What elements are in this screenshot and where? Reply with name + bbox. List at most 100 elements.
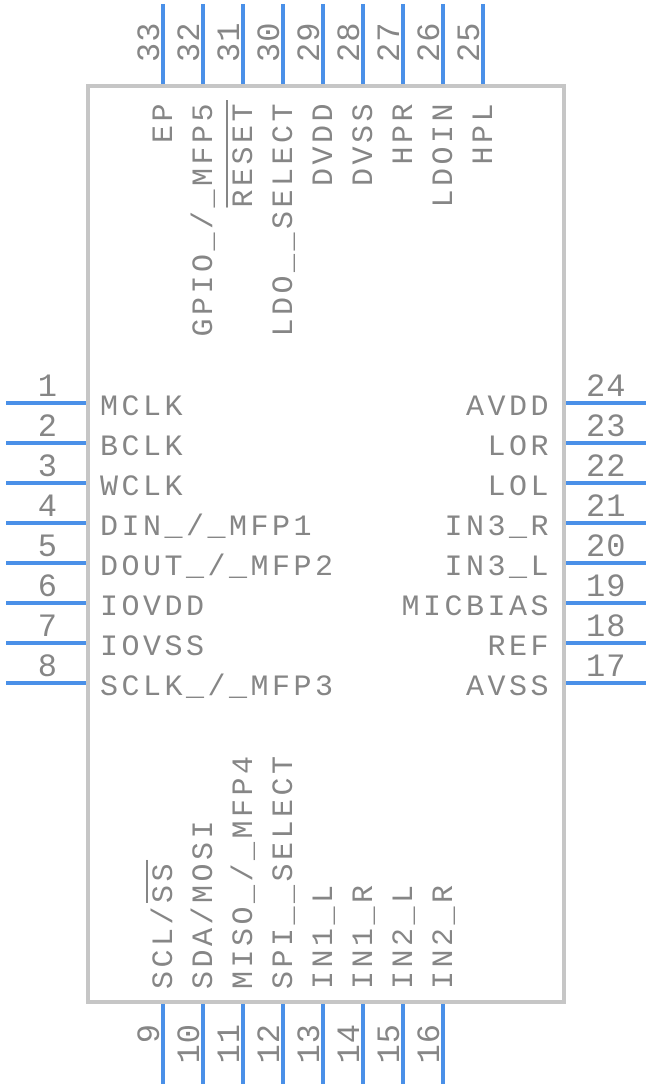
pin-number-20: 20	[586, 529, 627, 566]
pin-label-segment: HPL	[468, 100, 502, 165]
pin-number-33: 33	[132, 21, 169, 62]
pin-line-12	[281, 1004, 285, 1084]
pin-label-1: MCLK	[100, 391, 186, 425]
pin-line-5	[6, 561, 86, 565]
pin-label-14: IN1_R	[348, 881, 382, 989]
pin-number-23: 23	[586, 409, 627, 446]
pin-number-25: 25	[452, 21, 489, 62]
pin-line-2	[6, 441, 86, 445]
pin-line-23	[566, 441, 646, 445]
pin-line-10	[201, 1004, 205, 1084]
pin-number-5: 5	[37, 529, 58, 566]
pin-label-4: DIN_/_MFP1	[100, 511, 315, 545]
pin-label-segment: AVSS	[465, 671, 552, 705]
pin-label-29: DVDD	[308, 100, 342, 186]
pin-line-27	[401, 4, 405, 84]
pin-label-13: IN1_L	[308, 881, 342, 989]
pin-label-17: AVSS	[152, 671, 552, 705]
pin-line-31	[241, 4, 245, 84]
pin-number-7: 7	[37, 609, 58, 646]
pin-label-overline-segment: SS	[148, 859, 182, 903]
pin-label-33: EP	[148, 100, 182, 143]
pin-label-segment: BCLK	[100, 431, 187, 465]
pin-label-segment: LDO__SELECT	[268, 100, 302, 337]
pin-label-7: IOVSS	[100, 631, 208, 665]
pin-number-15: 15	[372, 1023, 409, 1064]
pin-label-20: IN3_L	[152, 551, 552, 585]
pin-label-segment: LDOIN	[428, 100, 462, 208]
pin-label-6: IOVDD	[100, 591, 208, 625]
pin-label-segment: MISO_/_MFP4	[228, 752, 262, 989]
pin-line-26	[441, 4, 445, 84]
pin-number-8: 8	[37, 649, 58, 686]
pin-number-11: 11	[212, 1023, 249, 1064]
pin-label-16: IN2_R	[428, 881, 462, 989]
pin-label-26: LDOIN	[428, 100, 462, 208]
pin-label-segment: IN1_L	[308, 881, 342, 989]
pin-label-segment: REF	[487, 631, 552, 665]
pin-number-18: 18	[586, 609, 627, 646]
pin-label-segment: GPIO_/_MFP5	[188, 100, 222, 337]
pin-label-segment: DVSS	[348, 100, 382, 187]
pin-number-30: 30	[252, 21, 289, 62]
pin-line-15	[401, 1004, 405, 1084]
pin-label-segment: SCLK_/_MFP3	[100, 671, 337, 705]
pin-number-19: 19	[586, 569, 627, 606]
pin-label-segment: DVDD	[308, 100, 342, 187]
pin-line-18	[566, 641, 646, 645]
pin-number-9: 9	[132, 1023, 169, 1044]
pin-label-segment: LOR	[487, 431, 552, 465]
pin-line-8	[6, 681, 86, 685]
pin-number-26: 26	[412, 21, 449, 62]
pin-line-20	[566, 561, 646, 565]
pin-line-28	[361, 4, 365, 84]
pin-label-segment: SPI__SELECT	[268, 752, 302, 989]
pin-number-29: 29	[292, 21, 329, 62]
pin-line-30	[281, 4, 285, 84]
pin-line-32	[201, 4, 205, 84]
pin-line-7	[6, 641, 86, 645]
pin-label-segment: IN2_L	[388, 881, 422, 989]
pin-label-31: RESET	[228, 100, 262, 208]
pin-label-8: SCLK_/_MFP3	[100, 671, 337, 705]
pin-label-segment: IN1_R	[348, 881, 382, 989]
pin-number-31: 31	[212, 21, 249, 62]
pin-label-segment: EP	[148, 100, 182, 144]
pin-label-segment: AVDD	[465, 391, 552, 425]
pin-label-2: BCLK	[100, 431, 186, 465]
pin-number-14: 14	[332, 1023, 369, 1064]
pin-line-13	[321, 1004, 325, 1084]
pin-label-12: SPI__SELECT	[268, 752, 302, 989]
pin-label-18: REF	[152, 631, 552, 665]
pin-number-32: 32	[172, 21, 209, 62]
pin-label-19: MICBIAS	[152, 591, 552, 625]
pin-number-28: 28	[332, 21, 369, 62]
pin-label-segment: DIN_/_MFP1	[100, 511, 316, 545]
pin-line-29	[321, 4, 325, 84]
pin-number-2: 2	[37, 409, 58, 446]
pin-line-21	[566, 521, 646, 525]
pin-label-11: MISO_/_MFP4	[228, 752, 262, 989]
pin-label-segment: HPR	[388, 100, 422, 165]
pin-line-1	[6, 401, 86, 405]
pin-label-32: GPIO_/_MFP5	[188, 100, 222, 337]
pin-label-segment: MCLK	[100, 391, 187, 425]
pin-line-16	[441, 1004, 445, 1084]
pin-label-25: HPL	[468, 100, 502, 165]
pin-label-segment: LOL	[487, 471, 552, 505]
pin-label-segment: IN3_R	[444, 511, 552, 545]
pin-number-17: 17	[586, 649, 627, 686]
pin-line-4	[6, 521, 86, 525]
pin-number-13: 13	[292, 1023, 329, 1064]
pin-line-6	[6, 601, 86, 605]
pin-line-24	[566, 401, 646, 405]
pin-label-segment: SDA/MOSI	[188, 816, 222, 989]
pin-label-28: DVSS	[348, 100, 382, 186]
pin-line-22	[566, 481, 646, 485]
pin-label-22: LOL	[152, 471, 552, 505]
pin-number-21: 21	[586, 489, 627, 526]
pin-line-19	[566, 601, 646, 605]
pin-line-9	[161, 1004, 165, 1084]
pin-label-27: HPR	[388, 100, 422, 165]
